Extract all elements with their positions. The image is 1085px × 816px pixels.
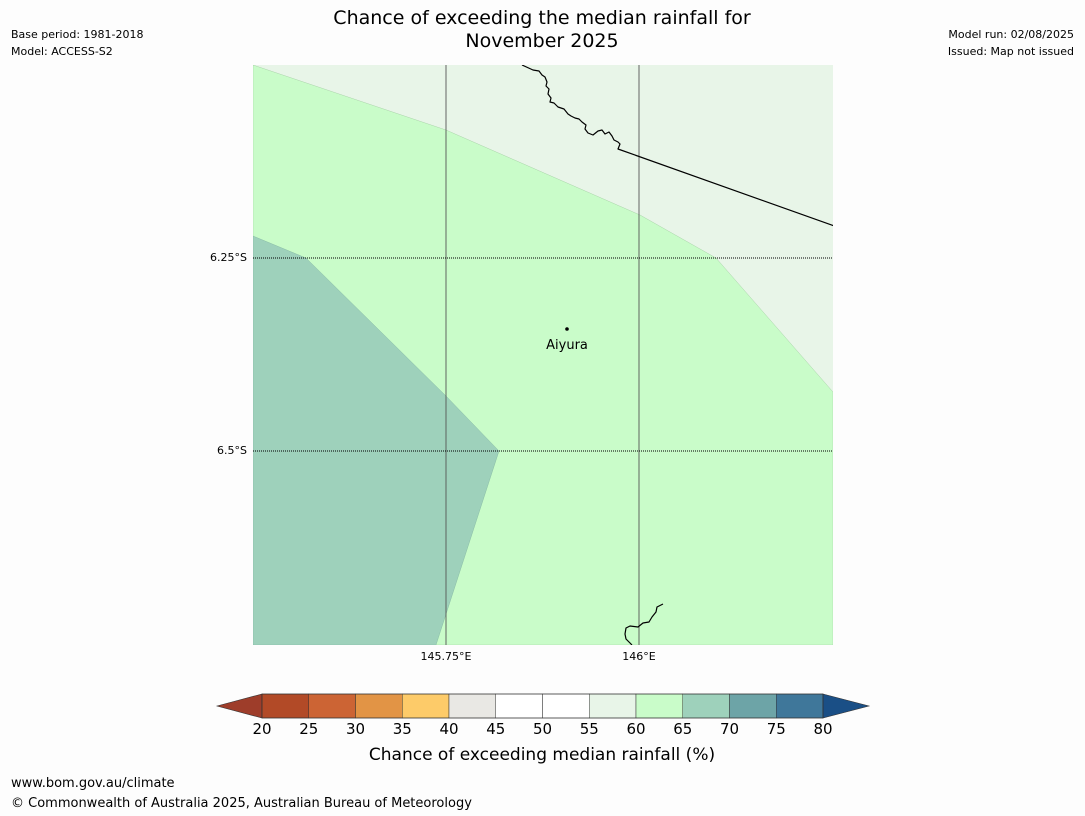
lat-label-6-5: 6.5°S — [217, 444, 247, 457]
colorbar-high-extend — [822, 693, 871, 719]
colorbar-tick-label: 20 — [252, 720, 272, 738]
lat-label-6-25: 6.25°S — [210, 251, 247, 264]
colorbar-segment — [355, 693, 403, 719]
colorbar-tick-label: 70 — [719, 720, 740, 738]
map-title-line-2: November 2025 — [465, 30, 619, 52]
colorbar-low-extend — [215, 693, 263, 719]
colorbar-segment — [589, 693, 637, 719]
colorbar-label: Chance of exceeding median rainfall (%) — [368, 745, 716, 765]
colorbar-segment — [542, 693, 590, 719]
footer-copyright: © Commonwealth of Australia 2025, Austra… — [11, 796, 472, 811]
lon-label-146: 146°E — [622, 650, 656, 663]
colorbar-tick-label: 25 — [299, 720, 319, 738]
map-title-line-1: Chance of exceeding the median rainfall … — [333, 7, 751, 29]
border-lower — [624, 603, 664, 645]
map-title: Chance of exceeding the median rainfall … — [242, 7, 842, 53]
base-period-text: Base period: 1981-2018 — [11, 28, 144, 41]
colorbar-tick-label: 50 — [532, 720, 553, 738]
colorbar-tick-label: 80 — [813, 720, 833, 738]
colorbar-tick-label: 45 — [486, 720, 506, 738]
colorbar-segment — [448, 693, 496, 719]
colorbar-segment — [495, 693, 543, 719]
issued-text: Issued: Map not issued — [947, 45, 1074, 58]
colorbar-segment — [308, 693, 356, 719]
colorbar-tick-label: 30 — [345, 720, 366, 738]
coastline-border — [521, 65, 833, 227]
colorbar-tick-label: 75 — [766, 720, 786, 738]
colorbar-segment — [261, 693, 309, 719]
forecast-info-left: Base period: 1981-2018 Model: ACCESS-S2 — [11, 26, 143, 60]
rainfall-map[interactable]: Aiyura — [253, 65, 833, 645]
aiyura-label: Aiyura — [546, 338, 588, 353]
colorbar-segment — [402, 693, 450, 719]
colorbar-segment — [682, 693, 730, 719]
forecast-info-right: Model run: 02/08/2025 Issued: Map not is… — [948, 26, 1074, 60]
lon-label-145-75: 145.75°E — [420, 650, 472, 663]
colorbar-tick-label: 40 — [439, 720, 459, 738]
colorbar-tick-label: 55 — [579, 720, 599, 738]
map-canvas: Aiyura — [253, 65, 833, 645]
colorbar-tick-label: 65 — [673, 720, 693, 738]
colorbar — [215, 693, 871, 719]
model-text: Model: ACCESS-S2 — [11, 45, 113, 58]
aiyura-marker — [565, 327, 569, 331]
colorbar-segments — [261, 693, 824, 719]
colorbar-tick-label: 35 — [392, 720, 412, 738]
colorbar-segment — [776, 693, 824, 719]
colorbar-segment — [635, 693, 683, 719]
colorbar-outline — [261, 693, 824, 719]
colorbar-segment — [729, 693, 777, 719]
colorbar-tick-label: 60 — [626, 720, 646, 738]
model-run-text: Model run: 02/08/2025 — [948, 28, 1074, 41]
footer-url[interactable]: www.bom.gov.au/climate — [11, 776, 175, 791]
